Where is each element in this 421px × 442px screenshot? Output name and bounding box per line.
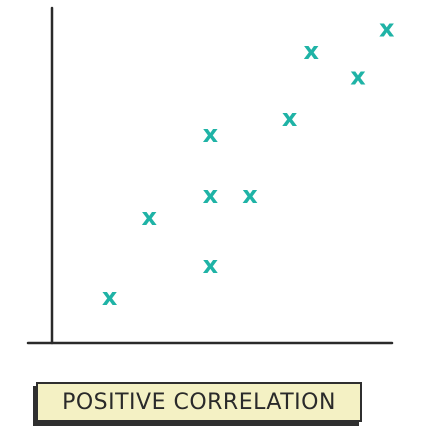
- data-point-5: x: [203, 120, 219, 148]
- data-point-8: x: [303, 37, 319, 65]
- data-point-10: x: [379, 14, 395, 42]
- data-point-4: x: [203, 181, 219, 209]
- data-point-3: x: [203, 251, 219, 279]
- data-point-1: x: [102, 283, 118, 311]
- axes: [26, 6, 394, 345]
- data-point-6: x: [242, 181, 258, 209]
- data-point-7: x: [282, 104, 298, 132]
- caption-box: POSITIVE CORRELATION: [36, 382, 362, 422]
- caption-label: POSITIVE CORRELATION: [62, 389, 336, 415]
- data-point-9: x: [350, 62, 366, 90]
- data-point-2: x: [141, 203, 157, 231]
